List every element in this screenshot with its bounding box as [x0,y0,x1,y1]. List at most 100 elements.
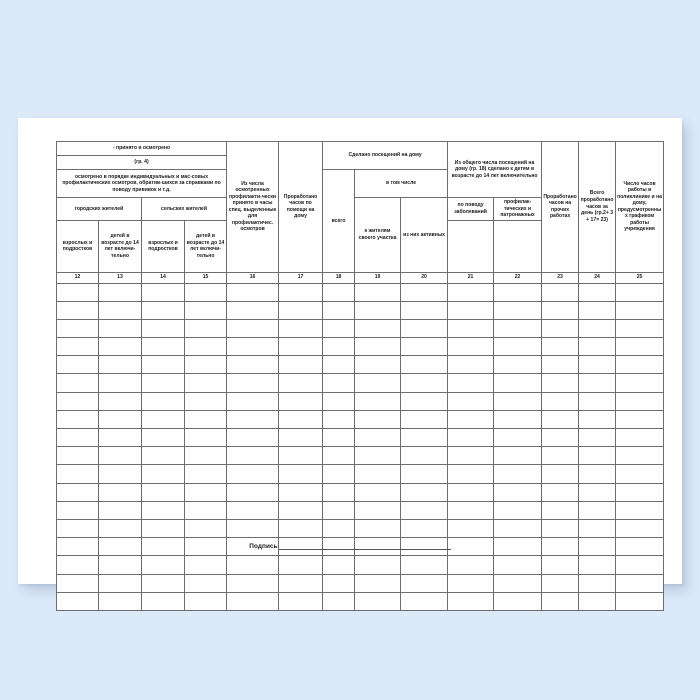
table-cell[interactable] [226,482,280,502]
table-cell[interactable] [56,409,99,430]
table-cell[interactable] [98,373,142,393]
table-cell[interactable] [183,555,228,575]
table-cell[interactable] [493,464,543,484]
table-cell[interactable] [354,482,402,502]
table-cell[interactable] [541,591,580,611]
table-cell[interactable] [541,464,580,484]
table-cell[interactable] [447,282,495,302]
table-cell[interactable] [56,391,99,411]
table-cell[interactable] [141,318,185,339]
table-cell[interactable] [141,537,185,557]
table-cell[interactable] [493,409,543,430]
table-cell[interactable] [278,373,324,393]
table-cell[interactable] [493,282,543,302]
table-cell[interactable] [141,300,185,320]
table-cell[interactable] [56,337,99,357]
table-cell[interactable] [141,591,185,611]
table-cell[interactable] [322,482,356,502]
table-cell[interactable] [98,391,142,411]
table-cell[interactable] [56,500,99,520]
table-cell[interactable] [541,500,580,520]
table-cell[interactable] [400,282,449,302]
table-cell[interactable] [278,518,324,539]
table-cell[interactable] [98,446,142,466]
table-cell[interactable] [541,337,580,357]
signature-line[interactable] [278,543,451,550]
table-cell[interactable] [354,446,402,466]
table-cell[interactable] [278,355,324,375]
table-cell[interactable] [322,391,356,411]
table-cell[interactable] [400,355,449,375]
table-cell[interactable] [493,318,543,339]
table-cell[interactable] [493,591,543,611]
table-cell[interactable] [615,337,665,357]
table-cell[interactable] [141,337,185,357]
table-cell[interactable] [141,391,185,411]
table-cell[interactable] [278,337,324,357]
table-cell[interactable] [56,355,99,375]
table-cell[interactable] [141,373,185,393]
table-cell[interactable] [447,373,495,393]
table-cell[interactable] [578,282,617,302]
table-cell[interactable] [400,337,449,357]
table-cell[interactable] [400,518,449,539]
table-cell[interactable] [278,391,324,411]
table-cell[interactable] [56,555,99,575]
table-cell[interactable] [183,391,228,411]
table-cell[interactable] [98,518,142,539]
table-cell[interactable] [183,428,228,448]
table-cell[interactable] [183,591,228,611]
table-cell[interactable] [141,518,185,539]
table-cell[interactable] [141,482,185,502]
table-cell[interactable] [615,300,665,320]
table-cell[interactable] [278,537,324,557]
table-cell[interactable] [400,428,449,448]
table-cell[interactable] [447,573,495,593]
table-cell[interactable] [141,282,185,302]
table-cell[interactable] [447,428,495,448]
table-cell[interactable] [56,446,99,466]
table-cell[interactable] [615,355,665,375]
table-cell[interactable] [183,573,228,593]
table-cell[interactable] [322,518,356,539]
table-cell[interactable] [541,555,580,575]
table-cell[interactable] [354,355,402,375]
table-cell[interactable] [354,464,402,484]
table-cell[interactable] [615,391,665,411]
table-cell[interactable] [493,428,543,448]
table-cell[interactable] [493,555,543,575]
table-cell[interactable] [183,537,228,557]
table-cell[interactable] [400,409,449,430]
table-cell[interactable] [278,464,324,484]
table-cell[interactable] [541,482,580,502]
table-cell[interactable] [226,573,280,593]
table-cell[interactable] [183,482,228,502]
table-cell[interactable] [493,482,543,502]
table-cell[interactable] [447,409,495,430]
table-cell[interactable] [615,428,665,448]
table-cell[interactable] [541,300,580,320]
table-cell[interactable] [322,318,356,339]
table-cell[interactable] [447,318,495,339]
table-cell[interactable] [541,355,580,375]
table-cell[interactable] [541,373,580,393]
table-cell[interactable] [615,482,665,502]
table-cell[interactable] [98,355,142,375]
table-cell[interactable] [578,428,617,448]
table-cell[interactable] [98,591,142,611]
table-cell[interactable] [56,428,99,448]
table-cell[interactable] [183,500,228,520]
table-cell[interactable] [400,300,449,320]
table-cell[interactable] [98,409,142,430]
table-cell[interactable] [400,482,449,502]
table-cell[interactable] [278,573,324,593]
table-cell[interactable] [322,500,356,520]
table-cell[interactable] [278,409,324,430]
table-cell[interactable] [578,409,617,430]
table-cell[interactable] [183,373,228,393]
table-cell[interactable] [578,482,617,502]
table-cell[interactable] [322,355,356,375]
table-cell[interactable] [578,537,617,557]
table-cell[interactable] [447,537,495,557]
table-cell[interactable] [447,500,495,520]
